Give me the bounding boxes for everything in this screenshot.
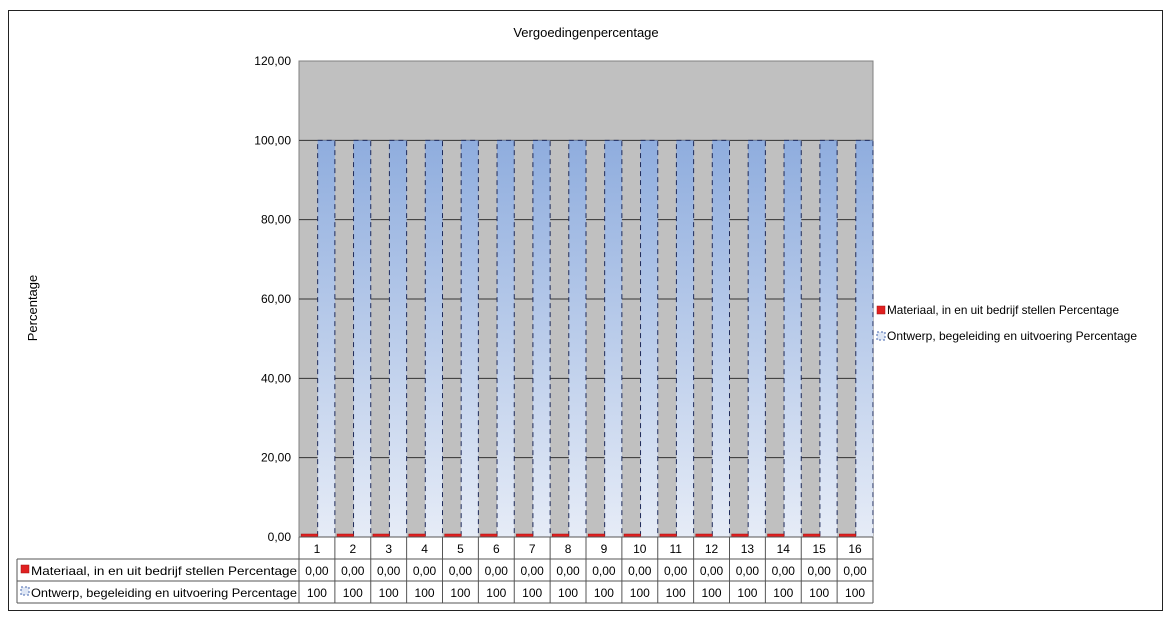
legend: Materiaal, in en uit bedrijf stellen Per… [876,303,1137,343]
bar-ontwerp [496,139,515,538]
x-tick-label: 9 [601,542,608,556]
table-cell: 0,00 [736,564,760,578]
table-cell: 0,00 [556,564,580,578]
table-cell: 0,00 [772,564,796,578]
table-cell: 0,00 [700,564,724,578]
bar-ontwerp [640,139,659,538]
table-series-label: Materiaal, in en uit bedrijf stellen Per… [31,564,297,578]
x-tick-label: 6 [493,542,500,556]
bar-ontwerp [783,139,802,538]
table-cell: 0,00 [592,564,616,578]
table-cell: 100 [666,586,686,600]
y-tick-label: 120,00 [254,54,291,68]
x-tick-label: 14 [777,542,791,556]
table-cell: 0,00 [341,564,365,578]
legend-key [876,331,886,341]
bar-ontwerp [747,139,766,538]
y-tick-label: 20,00 [261,451,291,465]
bar-ontwerp [353,139,372,538]
bar-ontwerp [532,139,551,538]
table-cell: 100 [809,586,829,600]
x-tick-label: 5 [457,542,464,556]
y-tick-label: 40,00 [261,371,291,385]
x-tick-label: 15 [813,542,827,556]
x-tick-label: 16 [848,542,862,556]
table-cell: 100 [343,586,363,600]
table-cell: 0,00 [485,564,509,578]
table-cell: 0,00 [377,564,401,578]
x-tick-label: 1 [314,542,321,556]
bar-ontwerp [604,139,623,538]
y-tick-label: 100,00 [254,133,291,147]
table-cell: 100 [522,586,542,600]
bar-ontwerp [675,139,695,538]
chart-frame: Vergoedingenpercentage Percentage 0,00 20… [8,10,1163,611]
y-tick-label: 80,00 [261,213,291,227]
table-cell: 0,00 [808,564,832,578]
legend-key [876,305,886,315]
bar-ontwerp [855,139,874,538]
chart-title: Vergoedingenpercentage [513,25,658,40]
bar-ontwerp [317,139,336,538]
table-cell: 0,00 [449,564,473,578]
table-cell: 0,00 [843,564,867,578]
x-tick-label: 2 [349,542,356,556]
table-cell: 0,00 [628,564,652,578]
table-cell: 100 [379,586,399,600]
table-cell: 100 [737,586,757,600]
table-cell: 100 [702,586,722,600]
table-cell: 0,00 [664,564,688,578]
x-tick-label: 11 [669,542,682,556]
table-cell: 0,00 [521,564,545,578]
x-tick-label: 8 [565,542,572,556]
x-tick-label: 7 [529,542,536,556]
bar-ontwerp [460,139,479,538]
x-tick-label: 10 [633,542,647,556]
table-cell: 100 [630,586,650,600]
y-tick-labels: 0,00 20,00 40,00 60,00 80,00 100,00 120,00 [254,54,291,544]
x-tick-label: 13 [741,542,755,556]
table-cell: 100 [415,586,435,600]
bar-ontwerp [388,139,408,538]
bars [300,139,874,538]
x-tick-label: 4 [421,542,428,556]
table-series-label: Ontwerp, begeleiding en uitvoering Perce… [31,586,297,600]
table-series-key [20,564,30,574]
y-tick-label: 60,00 [261,292,291,306]
table-series-key [20,586,30,596]
table-cell: 100 [558,586,578,600]
table-cell: 100 [594,586,614,600]
x-tick-label: 12 [705,542,719,556]
y-tick-label: 0,00 [268,530,292,544]
table-cell: 0,00 [413,564,437,578]
bar-ontwerp [819,139,838,538]
legend-label: Ontwerp, begeleiding en uitvoering Perce… [887,329,1137,343]
table-cell: 100 [450,586,470,600]
y-axis-label: Percentage [25,275,40,342]
table-cell: 100 [773,586,793,600]
table-cell: 0,00 [305,564,329,578]
bar-ontwerp [711,139,731,538]
table-cell: 100 [486,586,506,600]
x-tick-label: 3 [385,542,392,556]
data-table: 10,0010020,0010030,0010040,0010050,00100… [16,536,874,604]
table-cell: 100 [845,586,865,600]
table-cell: 100 [307,586,327,600]
legend-label: Materiaal, in en uit bedrijf stellen Per… [887,303,1119,317]
bar-ontwerp [568,139,587,538]
bar-ontwerp [424,139,443,538]
bar-chart: Vergoedingenpercentage Percentage 0,0020… [16,25,1137,604]
